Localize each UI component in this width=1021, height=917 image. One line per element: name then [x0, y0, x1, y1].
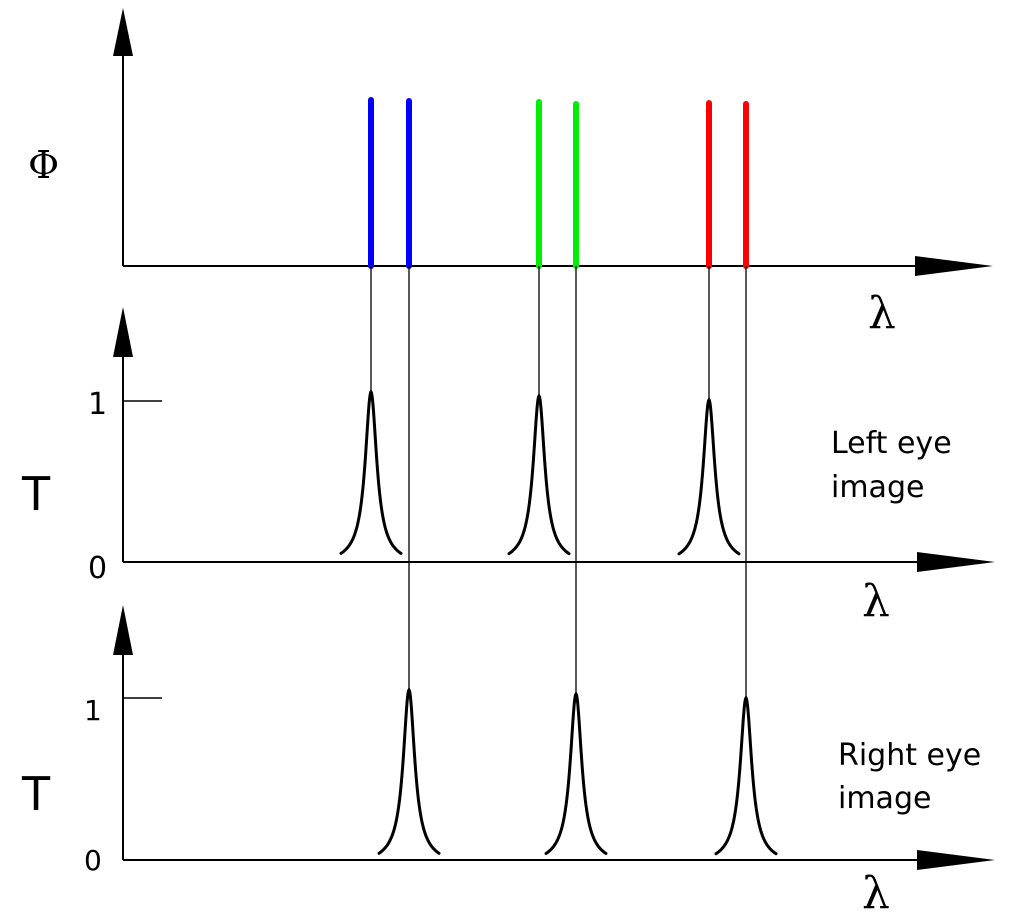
- filter-peak-blue: [339, 388, 403, 555]
- top-y-label: Φ: [28, 143, 59, 187]
- right-caption-line1: Right eye: [838, 738, 981, 773]
- right-tick-one: 1: [84, 694, 102, 727]
- connector-lines: [370, 266, 747, 698]
- right-x-label: λ: [862, 868, 890, 917]
- left-eye-panel: 1 0 T λ Left eye image: [21, 307, 995, 627]
- top-x-label: λ: [868, 288, 896, 339]
- filter-peak-green: [544, 690, 608, 855]
- left-caption-line2: image: [831, 470, 924, 505]
- filter-peak-blue: [377, 686, 441, 855]
- top-x-arrowhead: [915, 256, 993, 276]
- right-y-label: T: [21, 767, 51, 821]
- right-eye-panel: 1 0 T λ Right eye image: [21, 605, 995, 917]
- left-caption-line1: Left eye: [831, 426, 952, 461]
- right-y-arrowhead: [113, 605, 133, 655]
- left-tick-zero: 0: [88, 551, 107, 586]
- left-y-label: T: [21, 467, 51, 521]
- left-x-label: λ: [862, 576, 890, 627]
- right-tick-zero: 0: [84, 844, 102, 877]
- top-y-arrowhead: [113, 8, 133, 56]
- left-y-arrowhead: [113, 307, 133, 357]
- left-tick-one: 1: [88, 387, 107, 422]
- filter-peak-red: [677, 396, 741, 556]
- filter-peak-red: [714, 694, 778, 856]
- left-x-arrowhead: [917, 552, 995, 572]
- top-panel: Φ λ: [28, 8, 993, 339]
- right-caption-line2: image: [838, 781, 931, 816]
- right-x-arrowhead: [917, 850, 995, 870]
- filter-peak-green: [507, 392, 571, 556]
